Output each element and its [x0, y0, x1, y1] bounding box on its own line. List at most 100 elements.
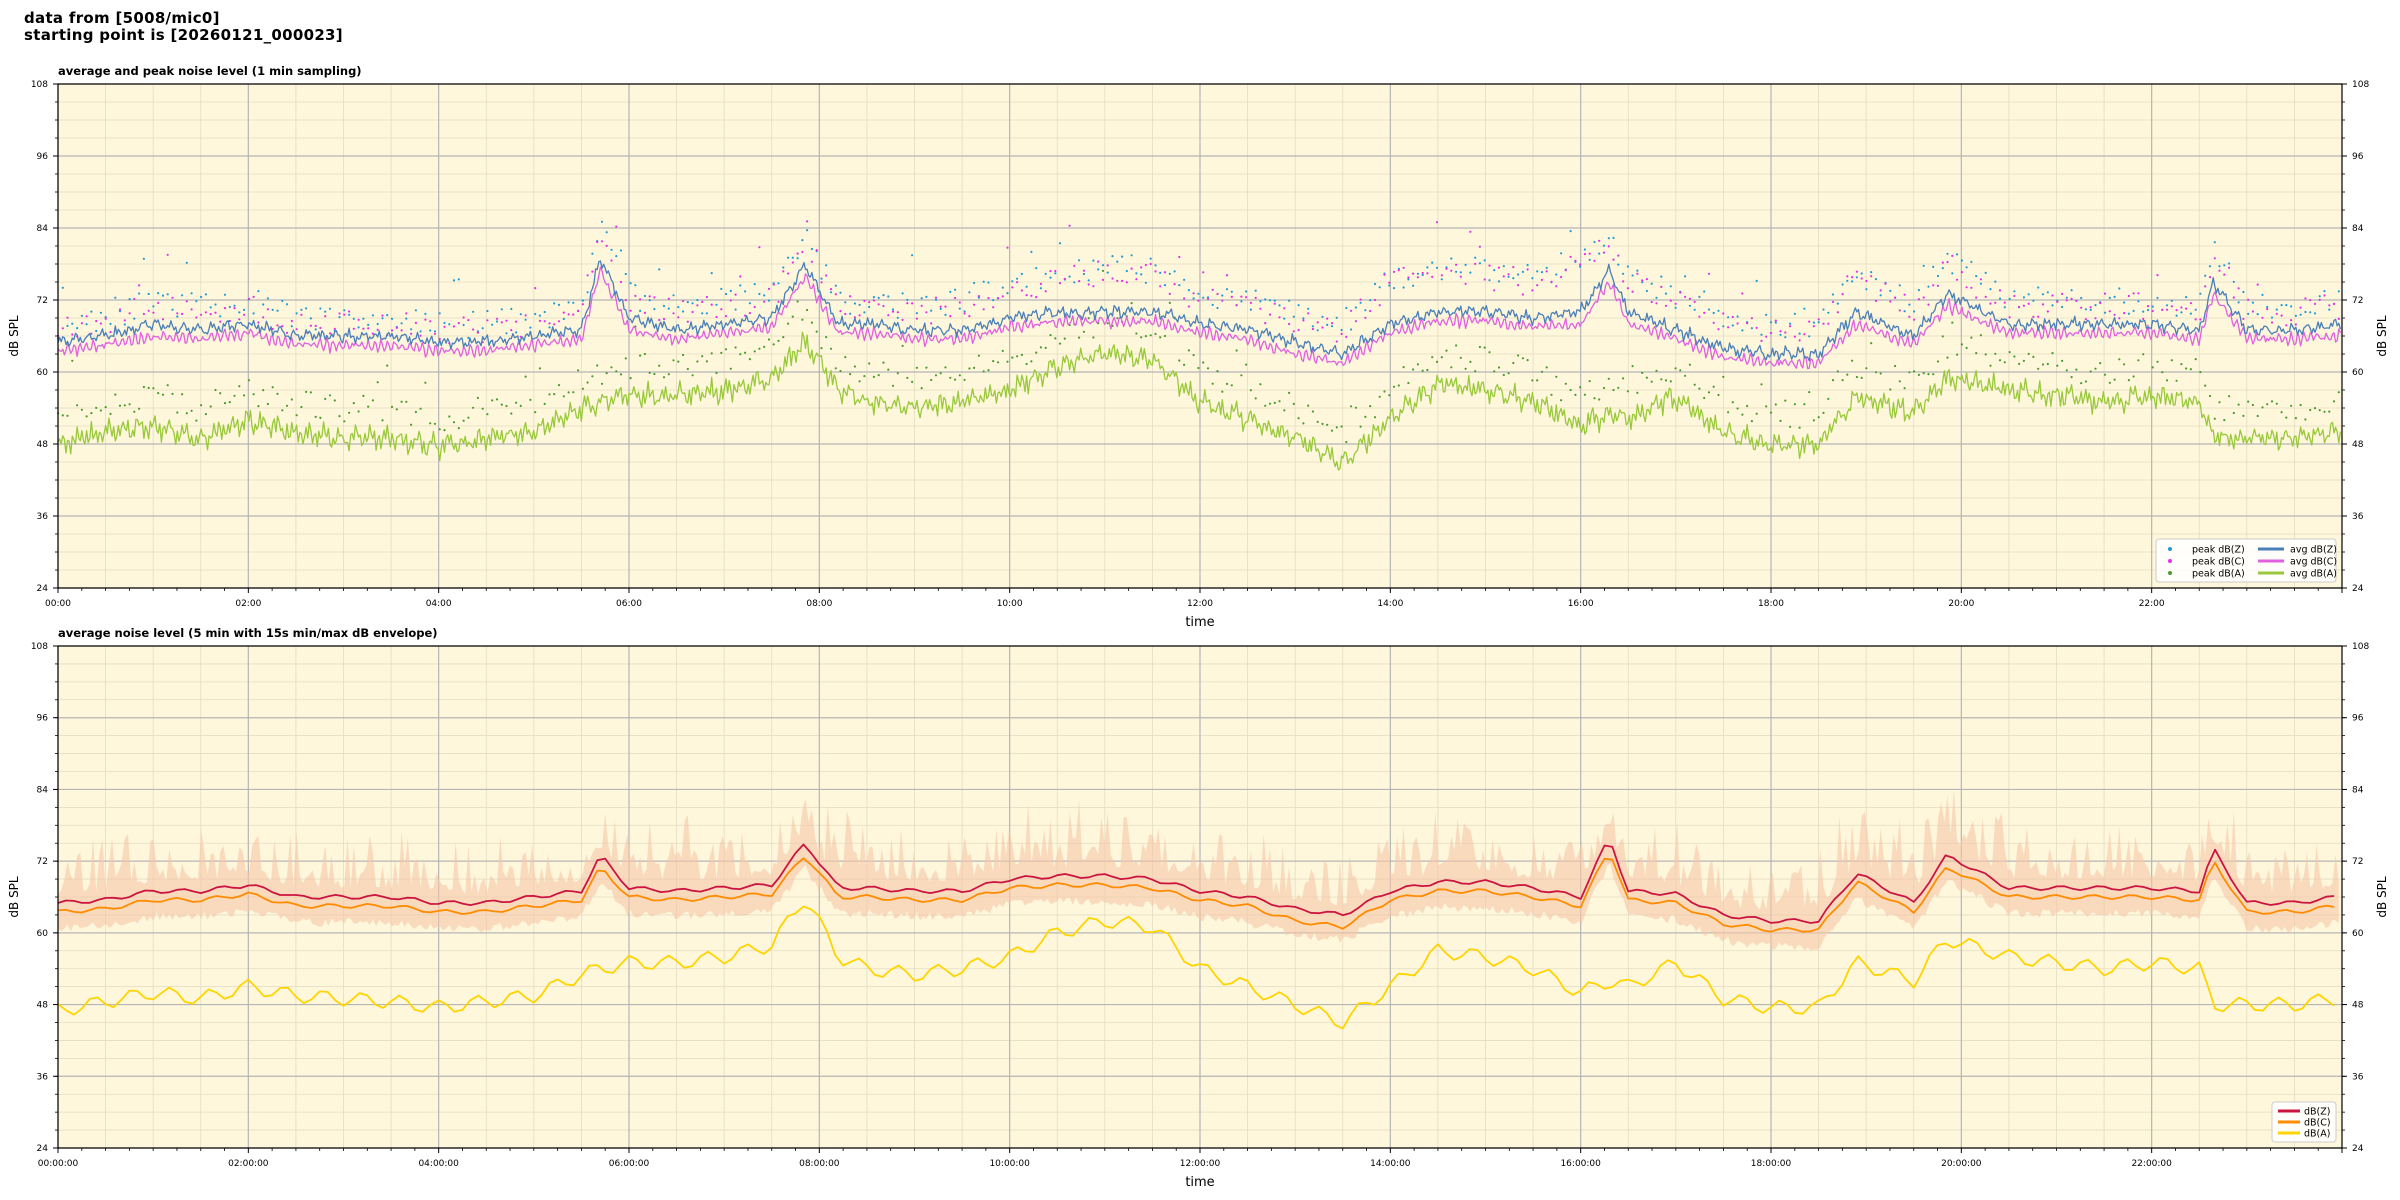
peak-dba-point	[1588, 380, 1591, 383]
peak-dbz-point	[810, 247, 814, 251]
peak-dbc-point	[2003, 301, 2006, 304]
peak-dbz-point	[123, 323, 126, 326]
peak-dbz-point	[505, 332, 508, 335]
peak-dbc-point	[1998, 289, 2002, 292]
peak-dba-point	[629, 377, 632, 380]
peak-dba-point	[343, 420, 346, 423]
peak-dbc-point	[1798, 339, 1801, 342]
peak-dba-point	[844, 356, 847, 359]
peak-dbc-point	[405, 312, 408, 315]
peak-dbc-point	[2275, 312, 2278, 315]
peak-dbc-point	[2013, 294, 2016, 298]
peak-dba-point	[1765, 405, 1768, 408]
peak-dbz-point	[472, 310, 475, 313]
peak-dbz-point	[133, 317, 136, 320]
peak-dbc-point	[1884, 282, 1887, 285]
peak-dbc-point	[1478, 245, 1481, 248]
peak-dba-point	[1941, 335, 1944, 338]
avg-dbc-line	[57, 266, 2342, 370]
peak-dba-point	[2242, 414, 2245, 417]
peak-dbz-point	[438, 312, 441, 315]
peak-dbc-point	[1622, 280, 1625, 283]
peak-dbc-point	[1669, 299, 1672, 302]
peak-dba-point	[1545, 366, 1548, 369]
peak-dba-point	[1707, 391, 1711, 394]
peak-dbz-point	[1154, 264, 1157, 267]
peak-dbc-point	[686, 320, 689, 323]
peak-dbc-point	[90, 332, 93, 335]
peak-dba-point	[1278, 400, 1281, 403]
peak-dba-point	[643, 352, 647, 356]
peak-dbc-point	[2290, 319, 2293, 322]
peak-dba-point	[1521, 357, 1524, 360]
peak-dba-point	[1030, 360, 1033, 363]
peak-dbc-point	[958, 301, 961, 304]
peak-dbz-point	[1121, 255, 1124, 258]
peak-dba-point	[495, 398, 499, 401]
peak-dbc-point	[1016, 281, 1019, 284]
peak-dbc-point	[1917, 298, 1920, 301]
peak-dbc-point	[1741, 292, 1744, 295]
peak-dba-point	[338, 415, 341, 418]
peak-dba-point	[1750, 420, 1753, 423]
peak-dbz-point	[1521, 270, 1524, 273]
peak-dbz-point	[1536, 270, 1539, 273]
peak-dbz-point	[1841, 283, 1844, 286]
peak-dbc-point	[534, 287, 537, 290]
peak-dbz-point	[190, 292, 193, 295]
peak-dbc-point	[438, 337, 441, 340]
peak-dbz-point	[1058, 242, 1062, 245]
peak-dba-point	[424, 381, 427, 384]
peak-dbc-point	[1784, 331, 1787, 334]
peak-dbz-point	[1292, 315, 1295, 318]
peak-dbc-point	[2204, 285, 2207, 288]
peak-dbc-point	[2099, 301, 2102, 305]
peak-dbz-point	[1765, 313, 1768, 316]
peak-dbz-point	[1712, 311, 1715, 315]
peak-dba-point	[801, 318, 804, 321]
peak-dbc-point	[1431, 275, 1434, 278]
peak-dba-point	[376, 381, 379, 384]
peak-dbz-point	[1951, 272, 1954, 275]
peak-dbc-point	[410, 332, 413, 335]
peak-dbz-point	[1288, 299, 1291, 302]
peak-dba-point	[2294, 417, 2297, 420]
peak-dbc-point	[333, 327, 336, 330]
peak-dba-point	[2275, 402, 2278, 405]
peak-dbz-point	[2170, 299, 2173, 302]
y-tick-label-right: 48	[2352, 1001, 2364, 1011]
peak-dbz-point	[214, 303, 217, 306]
peak-dbz-point	[2208, 265, 2212, 268]
peak-dbz-point	[1073, 281, 1076, 284]
peak-dba-point	[2118, 358, 2121, 361]
peak-dba-point	[381, 419, 384, 422]
peak-dbz-point	[968, 291, 971, 294]
peak-dba-point	[2151, 366, 2154, 369]
peak-dba-point	[395, 408, 398, 411]
peak-dbc-point	[1044, 290, 1047, 293]
peak-dba-point	[2065, 369, 2068, 372]
peak-dba-point	[996, 361, 1000, 364]
peak-dbz-point	[76, 327, 79, 330]
peak-dba-point	[2089, 370, 2092, 373]
peak-dbz-point	[1101, 264, 1105, 267]
peak-dba-point	[1507, 372, 1510, 375]
legend-marker	[2168, 559, 2172, 563]
peak-dba-point	[605, 372, 608, 375]
peak-dba-point	[95, 406, 98, 409]
peak-dbz-point	[1187, 289, 1190, 292]
peak-dba-point	[2299, 403, 2302, 407]
peak-dbz-point	[724, 292, 728, 296]
legend-label: peak dB(Z)	[2192, 545, 2245, 556]
peak-dba-point	[1970, 336, 1973, 339]
peak-dbz-point	[2165, 304, 2169, 307]
peak-dbc-point	[1851, 276, 1854, 279]
peak-dbz-point	[1197, 292, 1200, 295]
peak-dbz-point	[1469, 271, 1472, 274]
peak-dbz-point	[495, 320, 499, 323]
peak-dba-point	[414, 410, 417, 414]
peak-dbc-point	[1793, 335, 1796, 338]
peak-dba-point	[1497, 366, 1501, 369]
peak-dbc-point	[2075, 299, 2078, 302]
peak-dba-point	[1593, 397, 1596, 400]
